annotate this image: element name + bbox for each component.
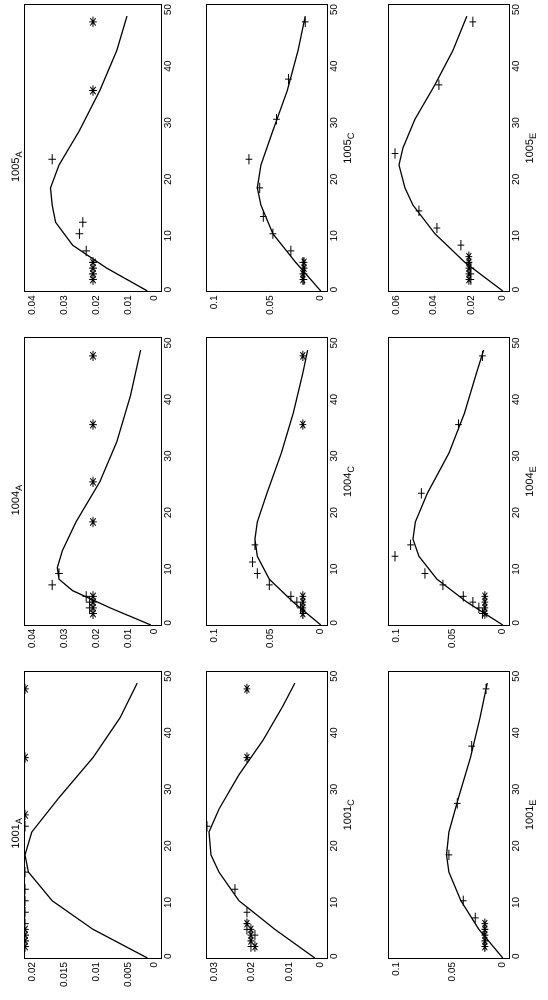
- x-ticks: 01020304050: [164, 671, 174, 959]
- x-ticks: 01020304050: [330, 337, 340, 625]
- panel-p1005C: 0.10.050010203040501005C: [192, 4, 356, 329]
- panel-p1001E: 0.10.050010203040501001E: [374, 671, 538, 996]
- plot-area: [24, 4, 162, 292]
- y-ticks: 0.10.050: [206, 626, 328, 663]
- y-ticks: 0.10.050: [388, 959, 510, 996]
- panel-title: 1005A: [10, 4, 22, 329]
- panel-title: [374, 337, 386, 662]
- plot-area: [24, 337, 162, 625]
- panel-p1005A: 1005A0.040.030.020.01001020304050: [10, 4, 174, 329]
- panel-title: [192, 4, 204, 329]
- plot-area: [206, 4, 328, 292]
- panel-p1004C: 0.10.050010203040501004C: [192, 337, 356, 662]
- panel-title: [374, 671, 386, 996]
- panel-p1004E: 0.10.050010203040501004E: [374, 337, 538, 662]
- y-ticks: 0.020.0150.010.0050: [24, 959, 162, 996]
- x-ticks: 01020304050: [330, 671, 340, 959]
- x-label: 1004E: [524, 337, 538, 625]
- x-ticks: 01020304050: [512, 671, 522, 959]
- plot-area: [206, 337, 328, 625]
- y-ticks: 0.030.020.010: [206, 959, 328, 996]
- panel-p1001C: 0.030.020.010010203040501001C: [192, 671, 356, 996]
- panel-title: [192, 337, 204, 662]
- plot-area: [206, 671, 328, 959]
- plot-area: [388, 671, 510, 959]
- panel-p1004A: 1004A0.040.030.020.01001020304050: [10, 337, 174, 662]
- panel-title: [192, 671, 204, 996]
- x-label: 1005C: [342, 4, 356, 292]
- x-label: 1004C: [342, 337, 356, 625]
- panel-p1005E: 0.060.040.020010203040501005E: [374, 4, 538, 329]
- plot-area: [24, 671, 162, 959]
- x-ticks: 01020304050: [330, 4, 340, 292]
- panel-title: 1001A: [10, 671, 22, 996]
- x-ticks: 01020304050: [512, 4, 522, 292]
- y-ticks: 0.10.050: [388, 626, 510, 663]
- x-ticks: 01020304050: [512, 337, 522, 625]
- y-ticks: 0.040.030.020.010: [24, 292, 162, 329]
- x-label: 1005E: [524, 4, 538, 292]
- panel-title: 1004A: [10, 337, 22, 662]
- plot-area: [388, 4, 510, 292]
- y-ticks: 0.10.050: [206, 292, 328, 329]
- x-label: 1001E: [524, 671, 538, 959]
- x-ticks: 01020304050: [164, 4, 174, 292]
- panel-p1001A: 1001A0.020.0150.010.005001020304050: [10, 671, 174, 996]
- y-ticks: 0.060.040.020: [388, 292, 510, 329]
- plot-area: [388, 337, 510, 625]
- chart-grid: 1001A0.020.0150.010.0050010203040501004A…: [0, 0, 548, 1000]
- panel-title: [374, 4, 386, 329]
- x-ticks: 01020304050: [164, 337, 174, 625]
- x-label: 1001C: [342, 671, 356, 959]
- y-ticks: 0.040.030.020.010: [24, 626, 162, 663]
